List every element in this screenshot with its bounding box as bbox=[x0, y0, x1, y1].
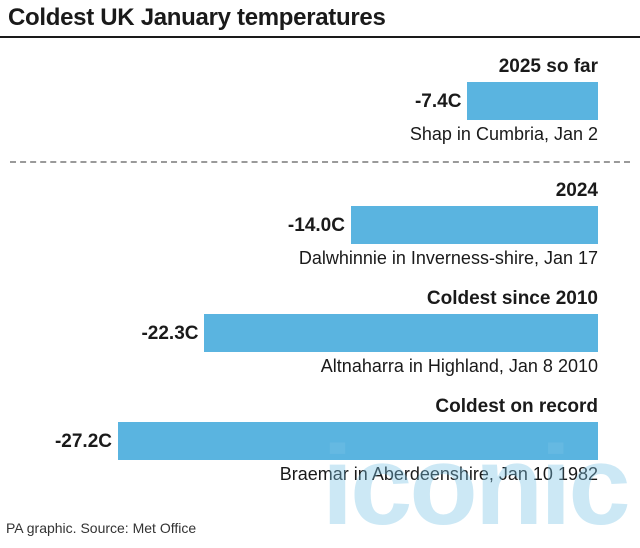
location-caption-2024: Dalwhinnie in Inverness-shire, Jan 17 bbox=[298, 248, 598, 268]
value-label-2024: -14.0C bbox=[287, 215, 345, 236]
bar-2024 bbox=[350, 206, 598, 244]
value-label-coldest-since-2010: -22.3C bbox=[141, 323, 199, 344]
bar-coldest-on-record bbox=[118, 422, 598, 460]
bar-coldest-since-2010 bbox=[204, 314, 598, 352]
value-label-coldest-on-record: -27.2C bbox=[54, 431, 112, 452]
bar-heading-coldest-on-record: Coldest on record bbox=[435, 396, 598, 417]
source-note: PA graphic. Source: Met Office bbox=[6, 520, 197, 536]
bar-heading-coldest-since-2010: Coldest since 2010 bbox=[426, 288, 598, 309]
bar-heading-2024: 2024 bbox=[555, 180, 598, 201]
bar-heading-2025-so-far: 2025 so far bbox=[498, 56, 598, 77]
iconic-watermark: iconic bbox=[322, 423, 631, 548]
title-rule bbox=[0, 36, 640, 38]
dashed-divider bbox=[10, 161, 630, 163]
bar-2025-so-far bbox=[467, 82, 598, 120]
location-caption-coldest-since-2010: Altnaharra in Highland, Jan 8 2010 bbox=[320, 356, 598, 376]
chart-title: Coldest UK January temperatures bbox=[8, 4, 386, 31]
value-label-2025-so-far: -7.4C bbox=[414, 91, 462, 112]
location-caption-2025-so-far: Shap in Cumbria, Jan 2 bbox=[409, 124, 598, 144]
location-caption-coldest-on-record: Braemar in Aberdeenshire, Jan 10 1982 bbox=[279, 464, 598, 484]
